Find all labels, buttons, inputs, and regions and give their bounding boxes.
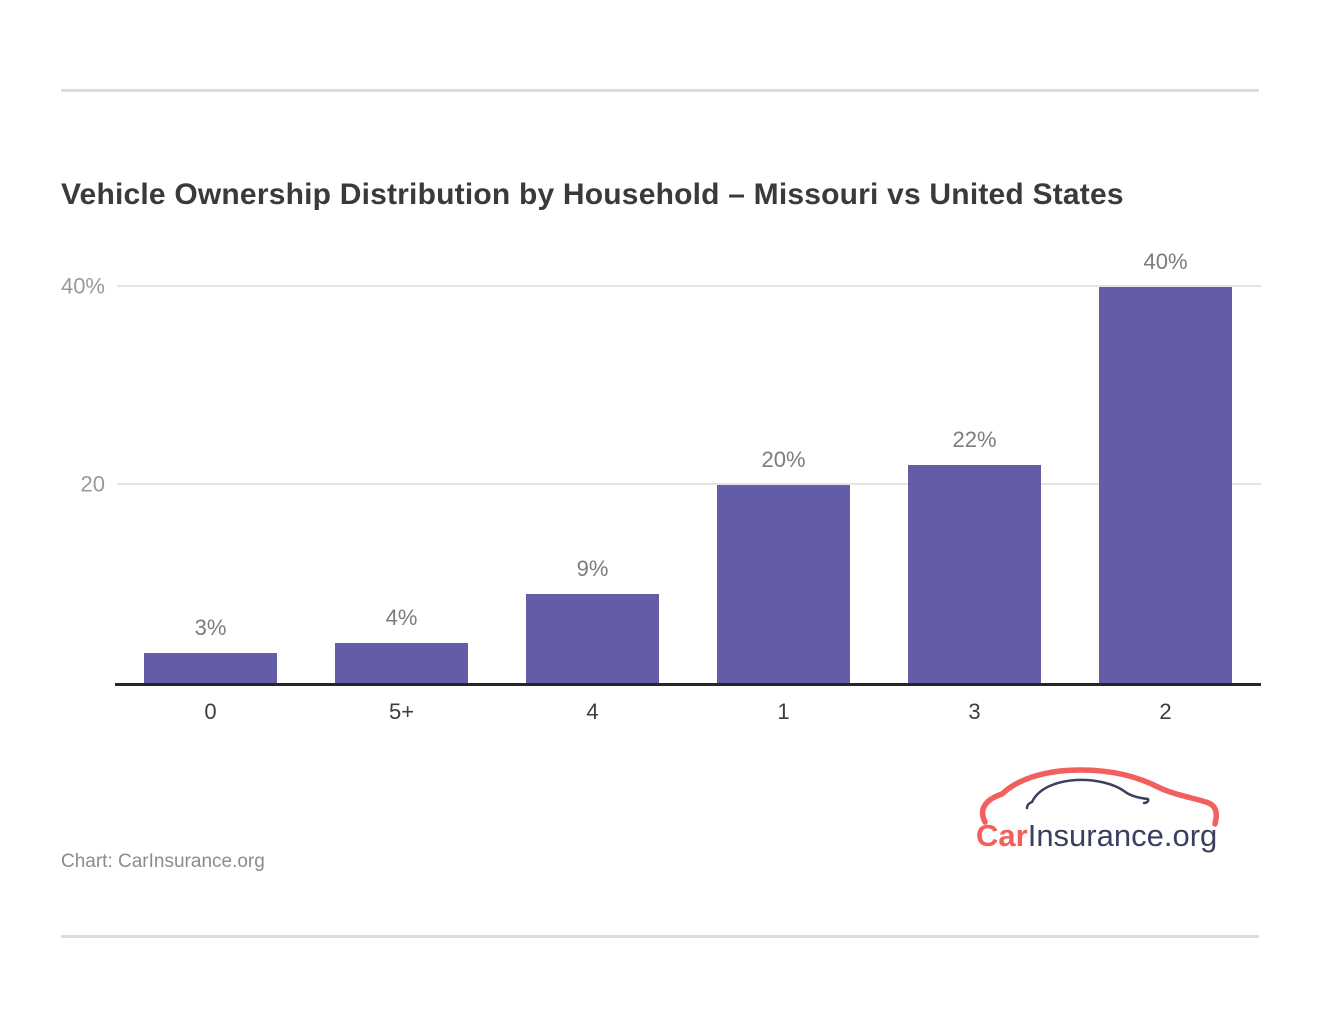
y-axis-tick-label: 40% [60,273,105,299]
x-axis-category-label: 0 [204,699,217,724]
chart-title: Vehicle Ownership Distribution by Househ… [61,178,1124,212]
x-axis-category-label: 2 [1159,699,1172,724]
bar-2[interactable] [1099,287,1232,683]
bar-value-label: 4% [385,605,418,631]
bar-value-label: 22% [952,427,997,453]
bar-1[interactable] [717,485,850,683]
bar-value-label: 40% [1143,249,1188,274]
carinsurance-logo: CarInsurance.org [976,767,1220,853]
logo-text-car: Car [976,818,1028,853]
svg-text:CarInsurance.org: CarInsurance.org [976,818,1217,853]
gridline-20 [117,483,1261,485]
bottom-divider [61,935,1259,938]
bar-5+[interactable] [335,643,468,683]
y-axis-tick-label: 20 [80,471,105,497]
logo-text-org: .org [1164,818,1217,853]
x-axis-category-label: 5+ [388,699,415,724]
logo-car-window-icon [1025,778,1150,810]
top-divider [61,89,1259,92]
bar-0[interactable] [144,653,277,683]
bar-value-label: 9% [576,555,609,581]
source-caption: Chart: CarInsurance.org [61,851,265,872]
logo-car-body-icon [979,767,1220,827]
x-axis-category-label: 4 [586,699,599,724]
bar-4[interactable] [526,593,659,683]
gridline-40 [117,285,1261,287]
bar-value-label: 20% [761,447,806,472]
bar-3[interactable] [908,465,1041,683]
bar-value-label: 3% [194,615,227,641]
x-axis-category-label: 1 [777,699,790,724]
x-axis-category-label: 3 [968,699,981,724]
logo-text-insurance: Insurance [1028,818,1164,853]
plot-area: 3% 0 4% 5+ 9% 4 20% 1 22% 3 40% 2 [115,240,1261,724]
